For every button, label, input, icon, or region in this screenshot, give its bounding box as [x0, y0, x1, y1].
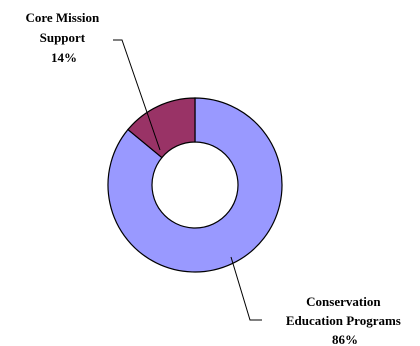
leader-line-core-mission — [113, 39, 161, 151]
slice-label-core-mission: Core Mission Support 14% — [25, 10, 102, 65]
slice-label-conservation-line2: Education Programs — [286, 313, 401, 328]
slice-value-core-mission: 14% — [51, 50, 77, 65]
donut-slices — [107, 97, 283, 273]
leader-line-conservation — [230, 256, 262, 321]
slice-label-conservation-line1: Conservation — [306, 294, 381, 309]
donut-slice-1 — [127, 97, 196, 159]
slice-value-conservation: 86% — [332, 332, 358, 346]
slice-label-core-mission-line1: Core Mission — [25, 10, 100, 25]
donut-slice-0 — [107, 97, 283, 273]
slice-label-conservation: Conservation Education Programs 86% — [286, 294, 404, 346]
slice-label-core-mission-line2: Support — [40, 30, 86, 45]
